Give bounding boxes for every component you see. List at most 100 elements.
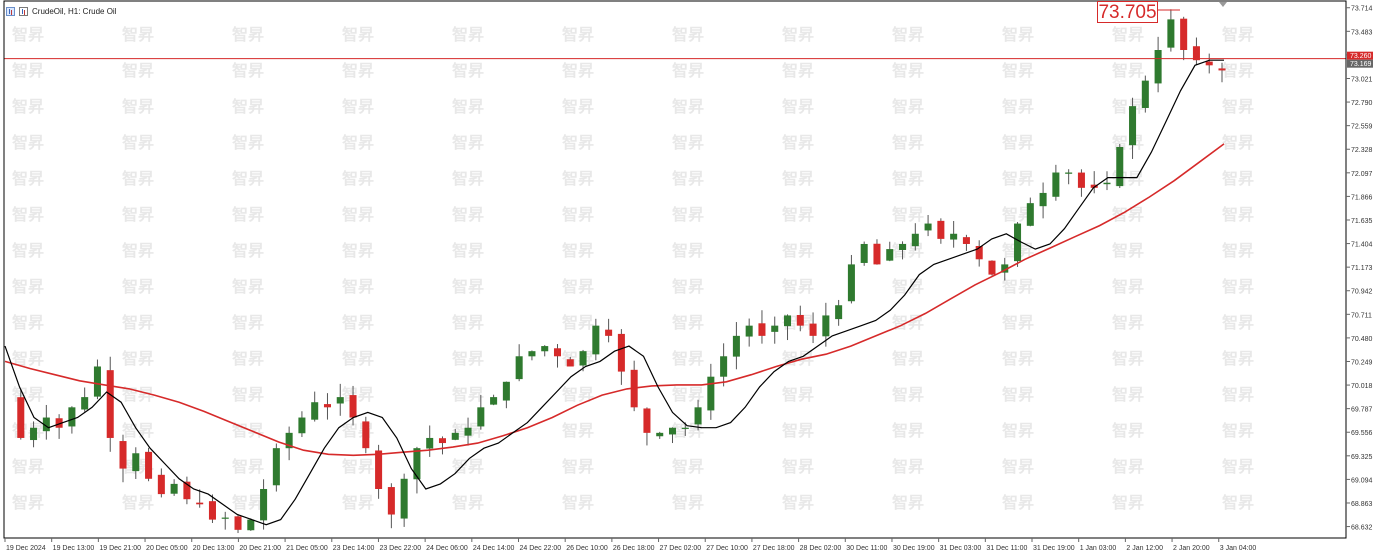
candle-body (681, 427, 689, 429)
candle-body (132, 453, 140, 472)
watermark-text: 智昇 (1002, 457, 1034, 476)
watermark-text: 智昇 (672, 349, 704, 368)
candle-body (528, 351, 536, 357)
watermark-text: 智昇 (122, 133, 154, 152)
watermark-text: 智昇 (562, 25, 594, 44)
watermark-text: 智昇 (452, 97, 484, 116)
time-tick-label: 26 Dec 18:00 (613, 545, 655, 552)
candle-body (924, 223, 932, 231)
watermark-text: 智昇 (1112, 349, 1144, 368)
watermark-text: 智昇 (672, 169, 704, 188)
price-tick-label: 69.787 (1351, 407, 1373, 414)
watermark-text: 智昇 (232, 421, 264, 440)
candle-body (477, 407, 485, 427)
candle-body (502, 381, 510, 401)
time-tick-label: 20 Dec 13:00 (193, 545, 235, 552)
chart-header: CrudeOil, H1: Crude Oil (6, 4, 116, 18)
candle-body (426, 437, 434, 449)
watermark-text: 智昇 (1002, 421, 1034, 440)
watermark-text: 智昇 (232, 97, 264, 116)
watermark-text: 智昇 (562, 61, 594, 80)
candle-body (911, 233, 919, 247)
candle-body (451, 432, 459, 440)
watermark-text: 智昇 (452, 205, 484, 224)
candle-body (285, 432, 293, 449)
candle-body (643, 408, 651, 433)
watermark-text: 智昇 (452, 457, 484, 476)
watermark-text: 智昇 (782, 385, 814, 404)
candle-body (221, 517, 229, 519)
watermark-text: 智昇 (892, 133, 924, 152)
price-tick-label: 70.480 (1351, 336, 1373, 343)
watermark-text: 智昇 (1222, 493, 1254, 512)
watermark-text: 智昇 (1112, 25, 1144, 44)
candle-body (145, 451, 153, 479)
watermark-text: 智昇 (562, 385, 594, 404)
watermark-text: 智昇 (12, 169, 44, 188)
watermark-text: 智昇 (12, 421, 44, 440)
price-tick-label: 73.483 (1351, 29, 1373, 36)
watermark-text: 智昇 (12, 241, 44, 260)
watermark-text: 智昇 (1002, 385, 1034, 404)
watermark-text: 智昇 (452, 385, 484, 404)
candle-body (592, 325, 600, 355)
watermark-text: 智昇 (562, 169, 594, 188)
watermark-text: 智昇 (452, 349, 484, 368)
watermark-text: 智昇 (782, 61, 814, 80)
candle-body (886, 249, 894, 261)
watermark-text: 智昇 (452, 493, 484, 512)
candle-body (796, 314, 804, 326)
watermark-text: 智昇 (672, 277, 704, 296)
candle-body (106, 370, 114, 438)
watermark-text: 智昇 (342, 385, 374, 404)
watermark-text: 智昇 (782, 97, 814, 116)
watermark-text: 智昇 (122, 97, 154, 116)
chart-type-icon[interactable] (6, 6, 15, 16)
indicator-icon[interactable] (19, 6, 28, 16)
candle-body (950, 233, 958, 240)
symbol-label: CrudeOil, H1: Crude Oil (32, 6, 117, 16)
watermark-text: 智昇 (1222, 421, 1254, 440)
candle-body (1039, 192, 1047, 207)
candle-body (617, 333, 625, 372)
watermark-text: 智昇 (672, 241, 704, 260)
watermark-text: 智昇 (1222, 349, 1254, 368)
price-tick-label: 71.173 (1351, 265, 1373, 272)
watermark-text: 智昇 (1002, 25, 1034, 44)
watermark-text: 智昇 (122, 493, 154, 512)
watermark-text: 智昇 (122, 205, 154, 224)
watermark-text: 智昇 (672, 97, 704, 116)
watermark-text: 智昇 (672, 133, 704, 152)
price-tick-label: 69.094 (1351, 477, 1373, 484)
candle-body (899, 243, 907, 250)
candle-body (1014, 223, 1022, 262)
watermark-text: 智昇 (342, 133, 374, 152)
fast-moving-average-line (4, 59, 1224, 526)
candle-body (170, 483, 178, 494)
candle-body (298, 417, 306, 434)
price-tick-label: 71.404 (1351, 242, 1373, 249)
watermark-text: 智昇 (342, 61, 374, 80)
candle-body (55, 418, 63, 428)
candle-body (771, 325, 779, 332)
watermark-text: 智昇 (1222, 169, 1254, 188)
candle-body (157, 474, 165, 495)
price-tick-label: 72.328 (1351, 147, 1373, 154)
price-tick-label: 70.942 (1351, 289, 1373, 296)
watermark-text: 智昇 (1002, 277, 1034, 296)
watermark-text: 智昇 (342, 205, 374, 224)
watermark-text: 智昇 (782, 421, 814, 440)
watermark-text: 智昇 (12, 205, 44, 224)
watermark-text: 智昇 (232, 25, 264, 44)
watermark-text: 智昇 (12, 277, 44, 296)
time-tick-label: 24 Dec 22:00 (520, 545, 562, 552)
watermark-text: 智昇 (562, 493, 594, 512)
watermark-text: 智昇 (452, 277, 484, 296)
time-tick-label: 1 Jan 03:00 (1080, 545, 1117, 552)
watermark-text: 智昇 (782, 241, 814, 260)
watermark-text: 智昇 (12, 97, 44, 116)
candle-body (707, 376, 715, 411)
